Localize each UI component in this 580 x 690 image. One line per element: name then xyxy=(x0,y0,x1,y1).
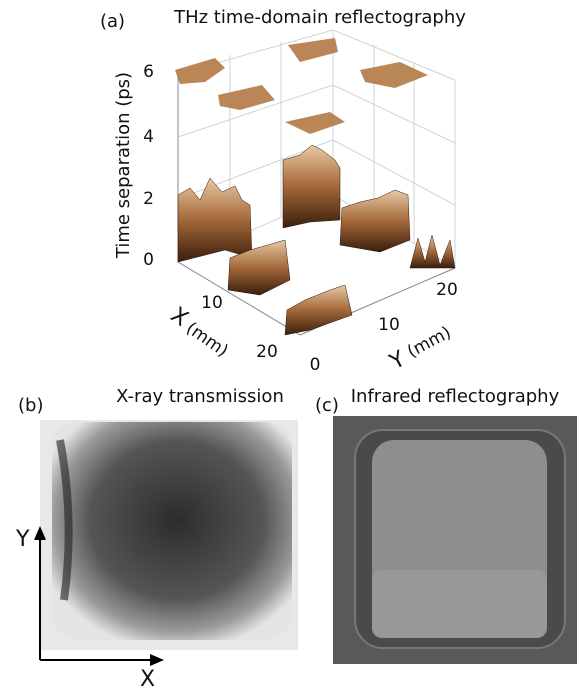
infrared-image xyxy=(333,416,577,664)
y-axis-unit: (mm) xyxy=(404,323,454,362)
x-tick-label: 10 xyxy=(201,293,223,313)
surface xyxy=(177,144,456,336)
panel-label: (a) xyxy=(100,11,125,32)
y-tick-label: 20 xyxy=(436,280,458,300)
top-projection xyxy=(175,38,428,134)
panel-title: THz time-domain reflectography xyxy=(173,7,466,28)
z-axis-label: Time separation (ps) xyxy=(113,72,134,259)
xray-image xyxy=(40,420,298,650)
y-tick-label: 0 xyxy=(310,355,321,375)
y-tick-label: 10 xyxy=(378,315,400,335)
z-tick-label: 4 xyxy=(143,127,154,147)
y-axis-label: Y xyxy=(385,346,410,375)
z-tick-label: 0 xyxy=(143,250,154,270)
panel-title: X-ray transmission xyxy=(116,386,284,407)
axes-arrows xyxy=(34,526,164,666)
x-tick-label: 20 xyxy=(256,342,278,362)
panel-label: (c) xyxy=(315,395,339,416)
panel-title: Infrared reflectography xyxy=(351,386,560,407)
z-tick-label: 2 xyxy=(143,189,154,209)
panel-label: (b) xyxy=(18,395,43,416)
arrow-label: Y xyxy=(15,527,30,552)
arrow-label: X xyxy=(140,667,155,690)
z-tick-label: 6 xyxy=(143,62,154,82)
x-axis-unit: (mm) xyxy=(182,318,231,361)
